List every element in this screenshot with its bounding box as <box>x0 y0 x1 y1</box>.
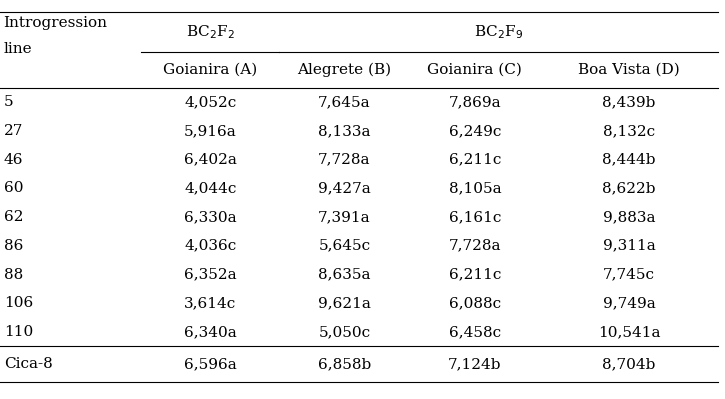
Text: 8,133a: 8,133a <box>318 124 370 138</box>
Text: Goianira (A): Goianira (A) <box>163 63 257 77</box>
Text: 8,444b: 8,444b <box>602 152 655 167</box>
Text: 7,728a: 7,728a <box>449 239 501 253</box>
Text: BC$_2$F$_9$: BC$_2$F$_9$ <box>474 23 523 41</box>
Text: 110: 110 <box>4 325 33 339</box>
Text: 6,458c: 6,458c <box>449 325 501 339</box>
Text: 8,622b: 8,622b <box>602 181 655 196</box>
Text: Cica-8: Cica-8 <box>4 357 52 371</box>
Text: 7,869a: 7,869a <box>449 95 501 109</box>
Text: 4,052c: 4,052c <box>184 95 236 109</box>
Text: 8,132c: 8,132c <box>603 124 655 138</box>
Text: 8,635a: 8,635a <box>318 267 370 282</box>
Text: 6,088c: 6,088c <box>449 296 501 310</box>
Text: 7,728a: 7,728a <box>318 152 370 167</box>
Text: 7,745c: 7,745c <box>603 267 655 282</box>
Text: 8,704b: 8,704b <box>602 357 655 371</box>
Text: 106: 106 <box>4 296 33 310</box>
Text: line: line <box>4 42 32 56</box>
Text: 5,645c: 5,645c <box>318 239 370 253</box>
Text: 5,050c: 5,050c <box>318 325 370 339</box>
Text: 4,036c: 4,036c <box>184 239 236 253</box>
Text: 5,916a: 5,916a <box>184 124 236 138</box>
Text: 8,439b: 8,439b <box>602 95 655 109</box>
Text: 9,427a: 9,427a <box>318 181 370 196</box>
Text: 60: 60 <box>4 181 23 196</box>
Text: 10,541a: 10,541a <box>597 325 660 339</box>
Text: 9,311a: 9,311a <box>602 239 655 253</box>
Text: 7,391a: 7,391a <box>318 210 370 224</box>
Text: 8,105a: 8,105a <box>449 181 501 196</box>
Text: 88: 88 <box>4 267 23 282</box>
Text: 6,340a: 6,340a <box>184 325 236 339</box>
Text: 6,352a: 6,352a <box>184 267 236 282</box>
Text: 7,124b: 7,124b <box>448 357 502 371</box>
Text: 9,749a: 9,749a <box>602 296 655 310</box>
Text: 6,249c: 6,249c <box>449 124 501 138</box>
Text: Introgression: Introgression <box>4 16 107 30</box>
Text: 6,402a: 6,402a <box>184 152 236 167</box>
Text: 6,330a: 6,330a <box>184 210 236 224</box>
Text: 27: 27 <box>4 124 23 138</box>
Text: Alegrete (B): Alegrete (B) <box>297 63 392 77</box>
Text: 3,614c: 3,614c <box>184 296 236 310</box>
Text: Boa Vista (D): Boa Vista (D) <box>578 63 680 77</box>
Text: 9,883a: 9,883a <box>602 210 655 224</box>
Text: 7,645a: 7,645a <box>318 95 370 109</box>
Text: Goianira (C): Goianira (C) <box>428 63 522 77</box>
Text: BC$_2$F$_2$: BC$_2$F$_2$ <box>186 23 235 41</box>
Text: 4,044c: 4,044c <box>184 181 236 196</box>
Text: 6,858b: 6,858b <box>318 357 371 371</box>
Text: 9,621a: 9,621a <box>318 296 370 310</box>
Text: 6,211c: 6,211c <box>449 267 501 282</box>
Text: 6,161c: 6,161c <box>449 210 501 224</box>
Text: 6,211c: 6,211c <box>449 152 501 167</box>
Text: 5: 5 <box>4 95 13 109</box>
Text: 46: 46 <box>4 152 23 167</box>
Text: 6,596a: 6,596a <box>184 357 236 371</box>
Text: 62: 62 <box>4 210 23 224</box>
Text: 86: 86 <box>4 239 23 253</box>
